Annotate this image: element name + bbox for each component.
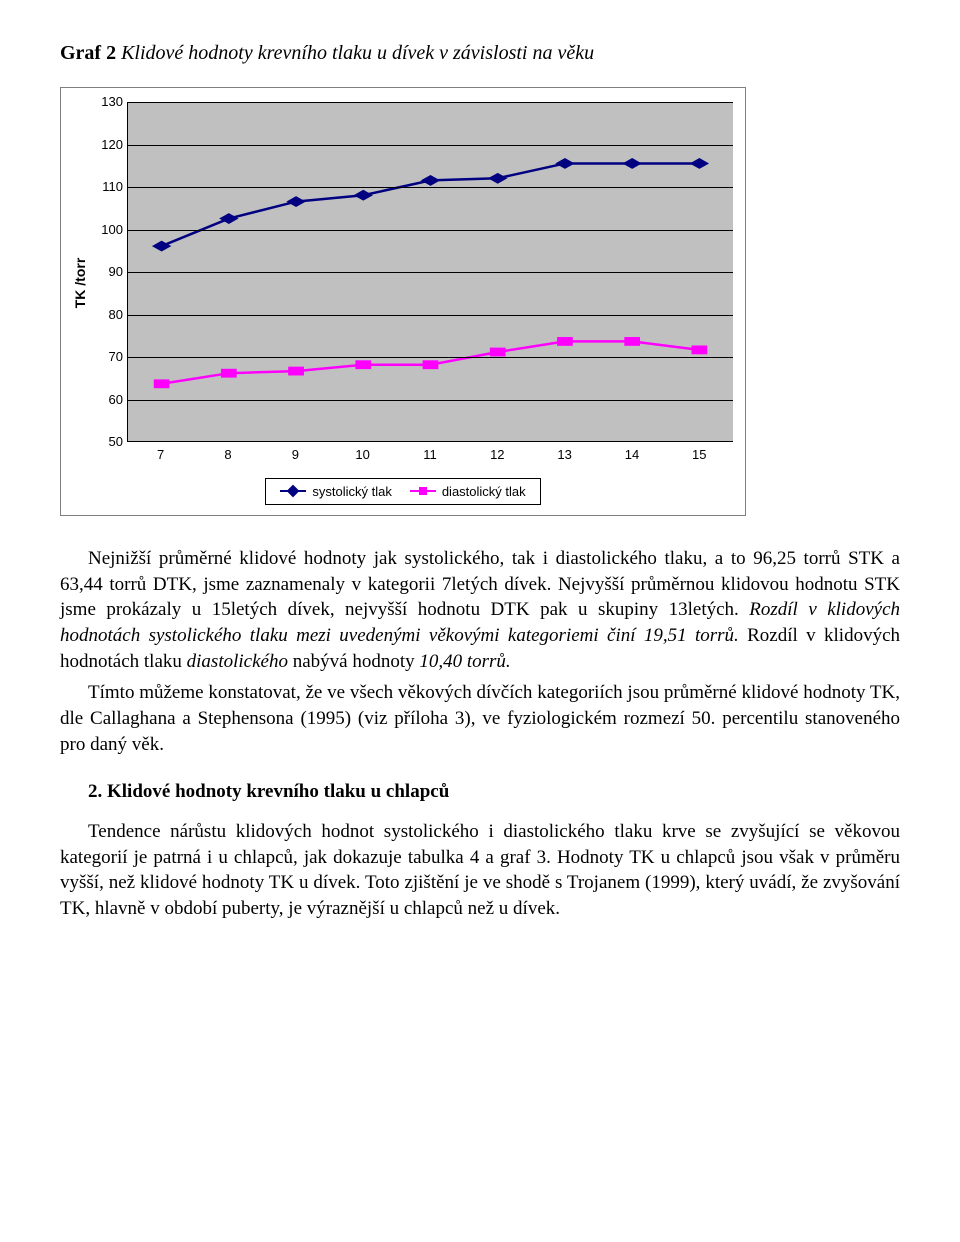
series-marker (490, 348, 506, 357)
grid-line (128, 357, 733, 358)
grid-line (128, 315, 733, 316)
x-tick-label: 8 (194, 446, 261, 464)
p1-italic-d: diastolického (187, 651, 288, 672)
legend-swatch (280, 490, 306, 492)
y-tick-label: 90 (109, 263, 123, 281)
y-tick-label: 80 (109, 306, 123, 324)
y-tick-label: 120 (101, 136, 123, 154)
series-marker (154, 379, 170, 388)
paragraph-2: Tímto můžeme konstatovat, že ve všech vě… (60, 680, 900, 757)
y-tick-label: 50 (109, 433, 123, 451)
x-tick-label: 14 (598, 446, 665, 464)
paragraph-1: Nejnižší průměrné klidové hodnoty jak sy… (60, 546, 900, 674)
legend: systolický tlak diastolický tlak (265, 478, 540, 506)
legend-label: diastolický tlak (442, 483, 526, 501)
series-marker (423, 360, 439, 369)
grid-line (128, 187, 733, 188)
legend-item: diastolický tlak (410, 483, 526, 501)
chart-container: TK /torr 5060708090100110120130 78910111… (60, 87, 746, 516)
plot-area (127, 102, 733, 442)
series-marker (288, 367, 304, 376)
x-tick-label: 15 (666, 446, 733, 464)
p1-text-e: nabývá hodnoty (288, 651, 419, 672)
plot-area-wrap: 5060708090100110120130 (91, 102, 733, 442)
y-axis-title: TK /torr (71, 257, 90, 308)
legend-item: systolický tlak (280, 483, 391, 501)
series-marker (286, 196, 305, 207)
series-marker (355, 360, 371, 369)
series-marker (622, 158, 641, 169)
grid-line (128, 230, 733, 231)
series-marker (624, 337, 640, 346)
paragraph-3: Tendence nárůstu klidových hodnot systol… (60, 819, 900, 922)
series-marker (488, 173, 507, 184)
series-marker (692, 345, 708, 354)
figure-title-bold: Graf 2 (60, 42, 116, 64)
figure-title: Graf 2 Klidové hodnoty krevního tlaku u … (60, 40, 900, 67)
grid-line (128, 145, 733, 146)
y-tick-label: 130 (101, 93, 123, 111)
p1-italic-f: 10,40 torrů. (419, 651, 510, 672)
series-marker (354, 190, 373, 201)
legend-label: systolický tlak (312, 483, 391, 501)
y-tick-label: 110 (102, 178, 123, 196)
x-tick-label: 9 (262, 446, 329, 464)
x-axis: 789101112131415 (127, 446, 733, 464)
series-marker (557, 337, 573, 346)
y-axis: 5060708090100110120130 (91, 102, 127, 442)
legend-swatch (410, 490, 436, 492)
grid-line (128, 272, 733, 273)
x-tick-label: 12 (464, 446, 531, 464)
x-tick-label: 10 (329, 446, 396, 464)
grid-line (128, 400, 733, 401)
x-tick-label: 7 (127, 446, 194, 464)
diamond-marker-icon (287, 485, 300, 498)
y-tick-label: 60 (109, 391, 123, 409)
series-marker (421, 175, 440, 186)
grid-line (128, 102, 733, 103)
figure-title-italic: Klidové hodnoty krevního tlaku u dívek v… (116, 42, 594, 64)
y-tick-label: 70 (109, 348, 123, 366)
square-marker-icon (419, 487, 427, 495)
series-marker (690, 158, 709, 169)
section-2-heading: 2. Klidové hodnoty krevního tlaku u chla… (60, 779, 900, 805)
legend-row: systolický tlak diastolický tlak (73, 464, 733, 506)
x-tick-label: 13 (531, 446, 598, 464)
series-marker (221, 369, 237, 378)
x-tick-label: 11 (396, 446, 463, 464)
y-tick-label: 100 (101, 221, 123, 239)
series-marker (555, 158, 574, 169)
